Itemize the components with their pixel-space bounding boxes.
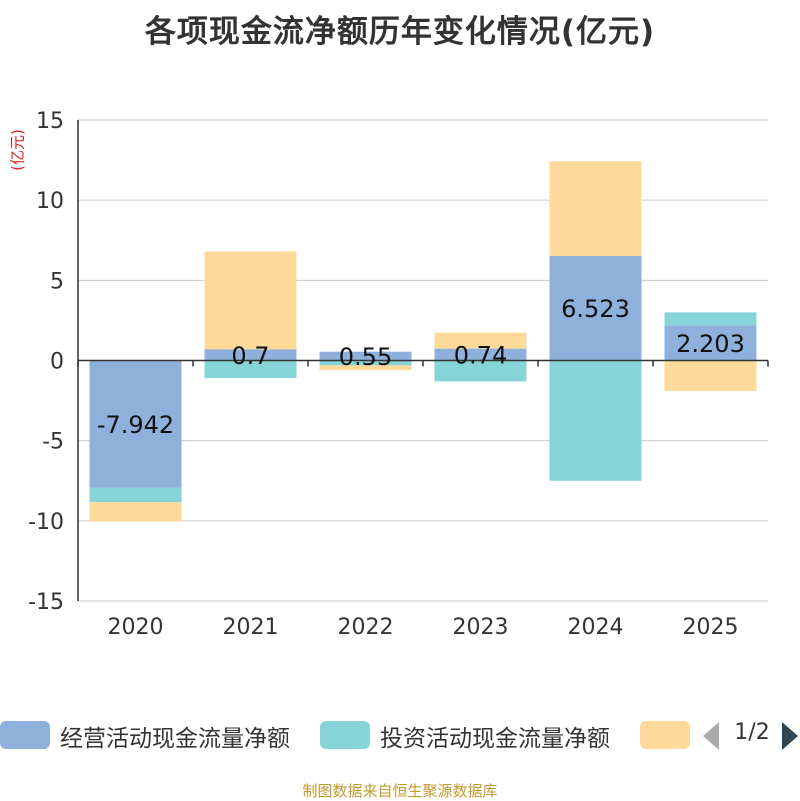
bar-2024-series-0 bbox=[549, 255, 642, 361]
bar-2025-series-2 bbox=[664, 360, 757, 391]
data-label-2020: -7.942 bbox=[97, 411, 174, 439]
y-tick-label: 10 bbox=[36, 189, 64, 214]
x-tick-label: 2022 bbox=[338, 615, 394, 640]
data-label-2022: 0.55 bbox=[339, 343, 392, 371]
legend-prev-page-icon[interactable] bbox=[703, 722, 719, 750]
bar-2020-series-0 bbox=[89, 360, 182, 488]
x-tick-label: 2020 bbox=[108, 615, 164, 640]
y-tick-label: -15 bbox=[28, 590, 64, 615]
x-tick-label: 2025 bbox=[683, 615, 739, 640]
bar-2024-series-1 bbox=[549, 360, 642, 481]
legend-label-investing: 投资活动现金流量净额 bbox=[380, 726, 610, 752]
data-label-2025: 2.203 bbox=[676, 330, 745, 358]
y-tick-label: -10 bbox=[28, 510, 64, 535]
chart-title: 各项现金流净额历年变化情况(亿元) bbox=[144, 14, 656, 50]
bar-2022-series-0 bbox=[319, 351, 412, 361]
legend-swatch-financing bbox=[640, 721, 690, 749]
bar-2024-series-2 bbox=[549, 161, 642, 256]
bar-2020-series-1 bbox=[89, 487, 182, 503]
y-tick-label: -5 bbox=[42, 430, 64, 455]
bar-2025-series-0 bbox=[664, 325, 757, 361]
legend-swatch-investing bbox=[320, 721, 370, 749]
bar-2021-series-2 bbox=[204, 251, 297, 350]
legend-item-financing[interactable] bbox=[640, 716, 690, 752]
x-tick-label: 2021 bbox=[223, 615, 279, 640]
source-footer: 制图数据来自恒生聚源数据库 bbox=[302, 782, 498, 800]
bar-2021-series-1 bbox=[204, 360, 297, 379]
x-tick-label: 2024 bbox=[568, 615, 624, 640]
data-label-2021: 0.7 bbox=[231, 342, 269, 370]
legend-next-page-icon[interactable] bbox=[782, 722, 798, 750]
bar-2023-series-1 bbox=[434, 360, 527, 382]
bar-2023-series-2 bbox=[434, 332, 527, 349]
bar-2020-series-2 bbox=[89, 502, 182, 522]
legend-swatch-operating bbox=[0, 721, 50, 749]
data-label-2024: 6.523 bbox=[561, 295, 630, 323]
legend-item-investing[interactable]: 投资活动现金流量净额 bbox=[320, 716, 630, 752]
bar-2025-series-1 bbox=[664, 312, 757, 326]
x-tick-label: 2023 bbox=[453, 615, 509, 640]
legend-item-operating[interactable]: 经营活动现金流量净额 bbox=[0, 716, 310, 752]
bar-2023-series-0 bbox=[434, 348, 527, 361]
bar-2022-series-2 bbox=[319, 365, 412, 371]
legend: 经营活动现金流量净额 投资活动现金流量净额 bbox=[0, 716, 800, 756]
y-tick-label: 15 bbox=[36, 109, 64, 134]
bar-2022-series-1 bbox=[319, 360, 412, 366]
legend-label-operating: 经营活动现金流量净额 bbox=[60, 726, 290, 752]
legend-page-indicator: 1/2 bbox=[734, 720, 770, 745]
y-tick-label: 0 bbox=[50, 350, 64, 375]
y-tick-label: 5 bbox=[50, 269, 64, 294]
data-label-2023: 0.74 bbox=[454, 342, 507, 370]
bar-2021-series-0 bbox=[204, 349, 297, 361]
